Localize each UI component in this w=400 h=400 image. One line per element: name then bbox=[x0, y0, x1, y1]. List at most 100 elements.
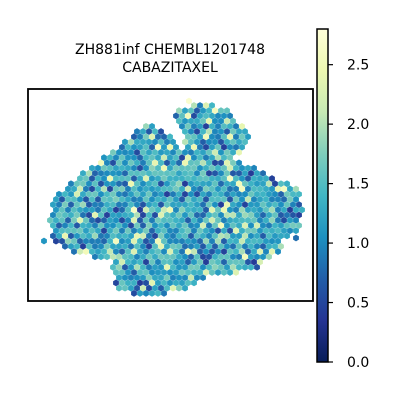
spot-marker bbox=[287, 185, 293, 193]
spot-marker bbox=[236, 243, 242, 250]
spot-marker bbox=[164, 263, 170, 271]
spot-marker bbox=[209, 133, 215, 141]
spot-marker bbox=[137, 185, 143, 193]
spot-marker bbox=[230, 211, 236, 219]
colorbar-tick-label: 1.0 bbox=[347, 236, 369, 252]
spot-marker bbox=[101, 185, 107, 193]
spot-marker bbox=[251, 216, 257, 224]
spot-marker bbox=[137, 216, 143, 224]
spot-marker bbox=[263, 175, 269, 182]
spot-marker bbox=[110, 149, 116, 156]
spot-marker bbox=[164, 284, 170, 292]
spot-marker bbox=[65, 237, 71, 245]
spot-marker bbox=[116, 253, 122, 261]
spot-marker bbox=[206, 243, 212, 250]
spot-marker bbox=[134, 169, 140, 177]
spot-marker bbox=[131, 164, 137, 172]
spot-marker bbox=[116, 211, 122, 219]
spot-marker bbox=[242, 253, 248, 261]
spot-marker bbox=[170, 149, 176, 156]
spot-marker bbox=[59, 216, 65, 224]
spot-marker bbox=[191, 112, 197, 120]
spot-marker bbox=[119, 164, 125, 172]
spot-marker bbox=[251, 258, 257, 266]
spot-marker bbox=[65, 185, 71, 193]
spot-marker bbox=[254, 232, 260, 240]
spot-marker bbox=[62, 222, 68, 229]
spot-marker bbox=[248, 253, 254, 261]
spot-marker bbox=[215, 237, 221, 245]
spot-marker bbox=[248, 211, 254, 219]
spot-marker bbox=[134, 211, 140, 219]
spot-marker bbox=[224, 243, 230, 250]
spot-marker bbox=[125, 206, 131, 214]
spot-marker bbox=[293, 185, 299, 193]
spot-marker bbox=[200, 117, 206, 125]
spot-marker bbox=[221, 185, 227, 193]
spot-marker bbox=[200, 274, 206, 282]
spot-marker bbox=[191, 258, 197, 266]
spot-marker bbox=[167, 279, 173, 287]
spot-marker bbox=[56, 201, 62, 208]
spot-marker bbox=[146, 128, 152, 135]
spot-marker bbox=[269, 248, 275, 255]
spot-marker bbox=[143, 164, 149, 172]
spot-marker bbox=[125, 269, 131, 276]
spot-marker bbox=[134, 190, 140, 198]
spot-marker bbox=[92, 222, 98, 229]
spot-marker bbox=[176, 274, 182, 282]
spot-marker bbox=[104, 159, 110, 167]
spot-marker bbox=[155, 154, 161, 161]
spot-marker bbox=[149, 237, 155, 245]
spot-marker bbox=[89, 216, 95, 224]
spot-marker bbox=[224, 169, 230, 177]
spot-marker bbox=[203, 248, 209, 255]
spot-marker bbox=[287, 216, 293, 224]
spot-marker bbox=[137, 279, 143, 287]
spot-marker bbox=[98, 201, 104, 208]
spot-marker bbox=[140, 222, 146, 229]
spot-marker bbox=[128, 169, 134, 177]
spot-marker bbox=[161, 279, 167, 287]
spot-marker bbox=[206, 253, 212, 261]
spot-marker bbox=[80, 180, 86, 188]
spot-marker bbox=[182, 232, 188, 240]
spot-marker bbox=[161, 237, 167, 245]
spot-marker bbox=[212, 169, 218, 177]
spot-marker bbox=[257, 175, 263, 182]
spot-marker bbox=[203, 196, 209, 203]
spot-marker bbox=[158, 243, 164, 250]
spot-marker bbox=[197, 164, 203, 172]
spot-marker bbox=[116, 149, 122, 156]
spot-marker bbox=[116, 222, 122, 229]
spot-marker bbox=[155, 227, 161, 235]
spot-marker bbox=[140, 138, 146, 146]
spot-marker bbox=[167, 133, 173, 141]
spot-marker bbox=[209, 154, 215, 161]
spot-marker bbox=[203, 175, 209, 182]
spot-marker bbox=[113, 196, 119, 203]
spot-marker bbox=[158, 159, 164, 167]
spot-marker bbox=[200, 107, 206, 115]
spot-marker bbox=[200, 180, 206, 188]
spot-marker bbox=[176, 253, 182, 261]
spot-marker bbox=[194, 190, 200, 198]
spot-marker bbox=[122, 284, 128, 292]
spot-marker bbox=[260, 243, 266, 250]
spot-marker bbox=[122, 190, 128, 198]
spot-marker bbox=[155, 185, 161, 193]
spot-marker bbox=[197, 143, 203, 151]
spot-marker bbox=[242, 201, 248, 208]
spot-marker bbox=[197, 248, 203, 255]
spot-marker bbox=[173, 206, 179, 214]
spot-marker bbox=[275, 185, 281, 193]
spot-marker bbox=[152, 211, 158, 219]
spot-marker bbox=[191, 102, 197, 109]
spot-marker bbox=[134, 159, 140, 167]
spot-marker bbox=[212, 253, 218, 261]
spot-marker bbox=[260, 169, 266, 177]
spot-marker bbox=[209, 122, 215, 130]
spot-marker bbox=[296, 190, 302, 198]
spot-marker bbox=[71, 227, 77, 235]
spot-marker bbox=[149, 227, 155, 235]
